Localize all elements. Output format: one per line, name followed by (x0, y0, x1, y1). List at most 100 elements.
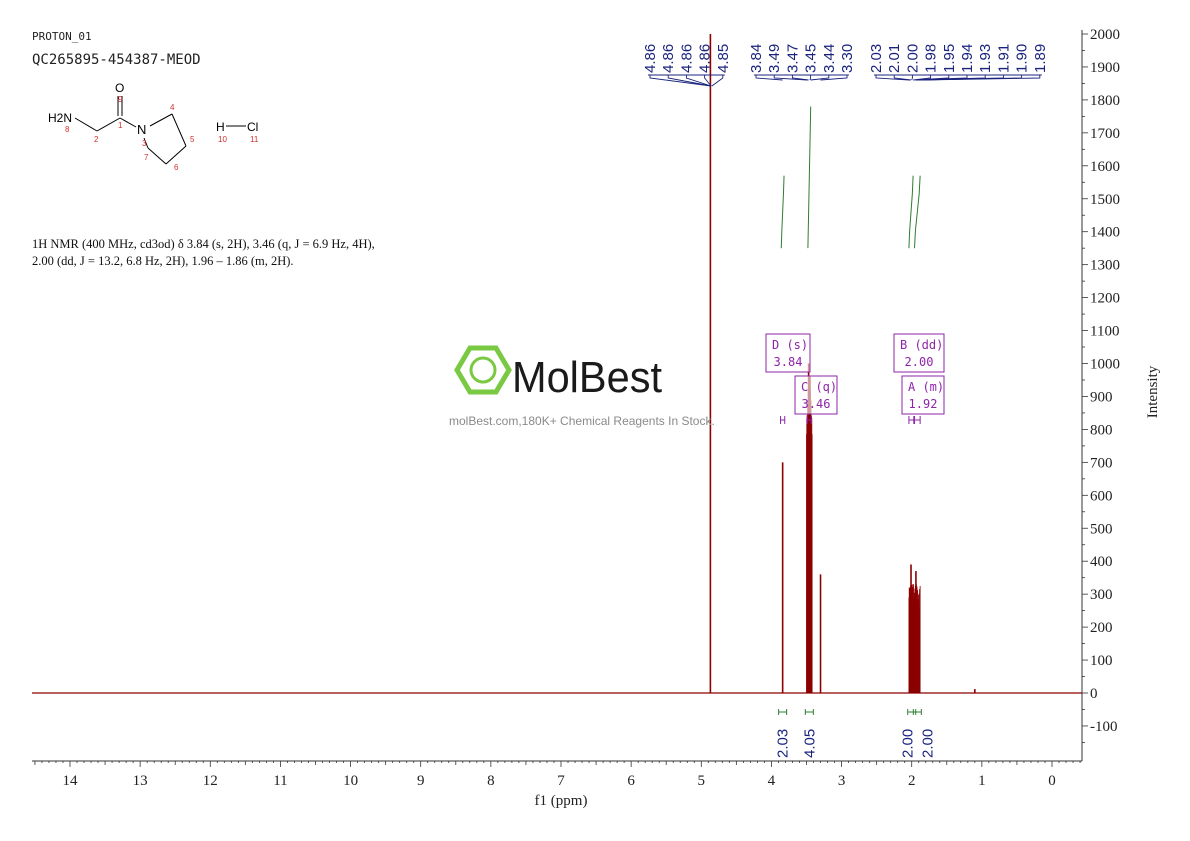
peak-label: 1.93 (977, 44, 994, 73)
y-tick-label: 1800 (1090, 93, 1120, 109)
x-tick-label: 8 (487, 773, 495, 789)
atom-index-3: 3 (142, 139, 147, 148)
peak-label: 3.45 (803, 44, 820, 73)
y-tick-label: 1300 (1090, 258, 1120, 274)
y-tick-label: 1600 (1090, 159, 1120, 175)
multiplet-letter-type: D (s) (772, 338, 808, 352)
peak-label-connector (791, 75, 809, 81)
x-tick-label: 10 (343, 773, 358, 789)
peak-label-connector (649, 75, 712, 87)
peak-label-connector (667, 75, 712, 87)
peak-label-connector (911, 75, 913, 81)
integral-value: 2.03 (775, 729, 792, 758)
multiplet-shift: 3.46 (802, 397, 831, 411)
atom-index-1: 1 (118, 121, 123, 130)
peak-label-connector (809, 75, 812, 81)
nmr-summary-line-1: 1H NMR (400 MHz, cd3od) δ 3.84 (s, 2H), … (32, 237, 375, 251)
integral-curve (780, 175, 785, 249)
multiplet-box (901, 375, 945, 415)
x-tick-label: 2 (908, 773, 916, 789)
bond-c5-c6 (165, 145, 187, 165)
peak-label: 1.94 (959, 44, 976, 73)
peak-label-connector (685, 75, 712, 87)
nmr-summary-line-2: 2.00 (dd, J = 13.2, 6.8 Hz, 2H), 1.96 – … (32, 254, 294, 268)
peak-label-connector (704, 75, 712, 87)
atom-index-5: 5 (190, 135, 195, 144)
integral-curve (807, 106, 812, 249)
multiplet-shift: 1.92 (909, 397, 938, 411)
atom-index-8: 8 (65, 125, 70, 134)
peak-label-connector (919, 75, 1041, 81)
y-tick-label: 2000 (1090, 27, 1120, 43)
chemical-structure: H2N 8 2 1 O 9 N 3 4 5 6 7 H 10 Cl 11 (48, 81, 259, 172)
x-tick-label: 0 (1048, 773, 1056, 789)
x-tick-label: 4 (768, 773, 776, 789)
peak-label: 2.00 (904, 44, 921, 73)
atom-index-11: 11 (250, 135, 259, 144)
peak-label: 2.01 (886, 44, 903, 73)
x-tick-label: 3 (838, 773, 846, 789)
peak-label-connector (893, 75, 912, 81)
x-tick-label: 6 (627, 773, 635, 789)
integral-curve (914, 175, 921, 249)
experiment-name: PROTON_01 (32, 30, 92, 43)
x-tick-label: 11 (273, 773, 287, 789)
y-tick-label: 900 (1090, 389, 1113, 405)
atom-nh2: H2N (48, 111, 72, 125)
bond-c6-c7 (147, 147, 167, 165)
atom-index-9: 9 (118, 95, 123, 104)
atom-index-10: 10 (218, 135, 227, 144)
peak-label-connector (820, 75, 848, 81)
peak-label: 3.30 (839, 44, 856, 73)
sample-name: QC265895-454387-MEOD (32, 52, 201, 68)
x-tick-label: 13 (133, 773, 148, 789)
y-tick-label: 500 (1090, 521, 1113, 537)
bond-n8-c2 (74, 117, 98, 132)
multiplet-box (794, 375, 838, 415)
atom-index-2: 2 (94, 135, 99, 144)
y-tick-label: 200 (1090, 620, 1113, 636)
y-tick-label: 1400 (1090, 225, 1120, 241)
y-tick-label: 700 (1090, 455, 1113, 471)
peak-label: 3.84 (748, 44, 765, 73)
bond-n3-c4 (149, 113, 173, 127)
y-tick-label: 100 (1090, 653, 1113, 669)
multiplet-shift: 3.84 (774, 355, 803, 369)
peak-label: 4.86 (678, 44, 695, 73)
atom-o: O (115, 81, 124, 95)
peak-label-connector (711, 75, 724, 87)
molbest-logo: MolBest (454, 345, 662, 402)
multiplet-letter-type: C (q) (801, 380, 837, 394)
bond-c1-n3 (119, 117, 137, 128)
integral-curve (908, 175, 914, 249)
peak-label: 3.44 (821, 44, 838, 73)
integral-value: 4.05 (801, 729, 818, 758)
peak-label: 4.85 (715, 44, 732, 73)
x-tick-label: 7 (557, 773, 565, 789)
nmr-summary: 1H NMR (400 MHz, cd3od) δ 3.84 (s, 2H), … (32, 236, 375, 270)
y-tick-label: -100 (1090, 719, 1118, 735)
peak-label: 3.49 (766, 44, 783, 73)
peak-label: 4.86 (697, 44, 714, 73)
bond-c4-c5 (171, 113, 187, 147)
y-tick-label: 300 (1090, 587, 1113, 603)
x-tick-label: 9 (417, 773, 425, 789)
atom-n: N (137, 122, 146, 137)
bond-c2-c1 (96, 117, 121, 132)
peak-label: 1.91 (995, 44, 1012, 73)
atom-index-6: 6 (174, 163, 179, 172)
atom-h: H (216, 120, 225, 134)
y-tick-label: 600 (1090, 488, 1113, 504)
y-tick-label: 1200 (1090, 291, 1120, 307)
logo-hexagon-icon (454, 345, 512, 395)
peak-label-connector (755, 75, 783, 81)
atom-index-7: 7 (144, 153, 149, 162)
y-tick-label: 800 (1090, 422, 1113, 438)
x-tick-label: 5 (698, 773, 706, 789)
multiplet-letter-type: A (m) (908, 380, 944, 394)
y-tick-label: 1100 (1090, 324, 1119, 340)
y-axis-title: Intensity (1145, 365, 1161, 418)
peak-label: 2.03 (868, 44, 885, 73)
atom-cl: Cl (247, 120, 258, 134)
